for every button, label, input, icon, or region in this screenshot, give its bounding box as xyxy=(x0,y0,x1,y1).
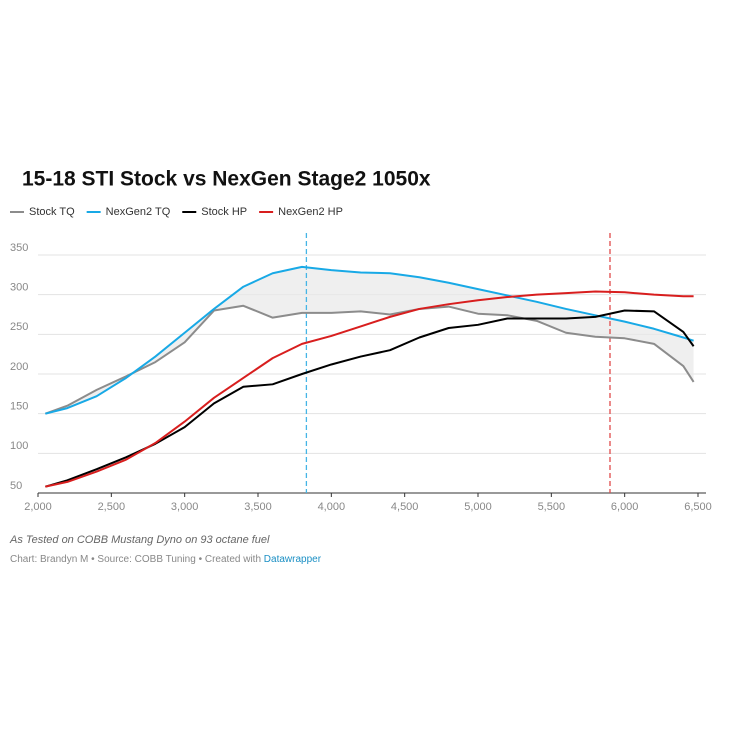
x-tick-label: 4,000 xyxy=(318,501,346,513)
legend-label: NexGen2 TQ xyxy=(106,206,171,218)
series-line xyxy=(44,304,695,415)
legend-label: Stock TQ xyxy=(29,206,75,218)
x-tick-label: 5,000 xyxy=(464,501,492,513)
x-tick-label: 4,500 xyxy=(391,501,419,513)
credit: Chart: Brandyn M • Source: COBB Tuning •… xyxy=(10,554,322,565)
credit-text: Chart: Brandyn M • Source: COBB Tuning •… xyxy=(10,554,261,565)
x-tick-label: 6,000 xyxy=(611,501,639,513)
x-tick-label: 2,000 xyxy=(24,501,52,513)
x-tick-label: 3,500 xyxy=(244,501,272,513)
y-tick-label: 350 xyxy=(10,242,28,254)
chart-title: 15-18 STI Stock vs NexGen Stage2 1050x xyxy=(22,168,431,191)
range-area xyxy=(45,266,694,414)
legend-label: NexGen2 HP xyxy=(278,206,343,218)
y-tick-label: 250 xyxy=(10,321,28,333)
y-tick-label: 150 xyxy=(10,401,28,413)
y-tick-label: 100 xyxy=(10,440,28,452)
y-tick-label: 300 xyxy=(10,282,28,294)
y-tick-label: 50 xyxy=(10,480,22,492)
x-tick-label: 3,000 xyxy=(171,501,199,513)
credit-link[interactable]: Datawrapper xyxy=(264,554,322,565)
x-tick-label: 5,500 xyxy=(538,501,566,513)
note: As Tested on COBB Mustang Dyno on 93 oct… xyxy=(9,534,270,546)
series-line xyxy=(45,290,694,488)
x-tick-label: 6,500 xyxy=(684,501,712,513)
legend-label: Stock HP xyxy=(201,206,247,218)
x-tick-label: 2,500 xyxy=(98,501,126,513)
y-tick-label: 200 xyxy=(10,361,28,373)
